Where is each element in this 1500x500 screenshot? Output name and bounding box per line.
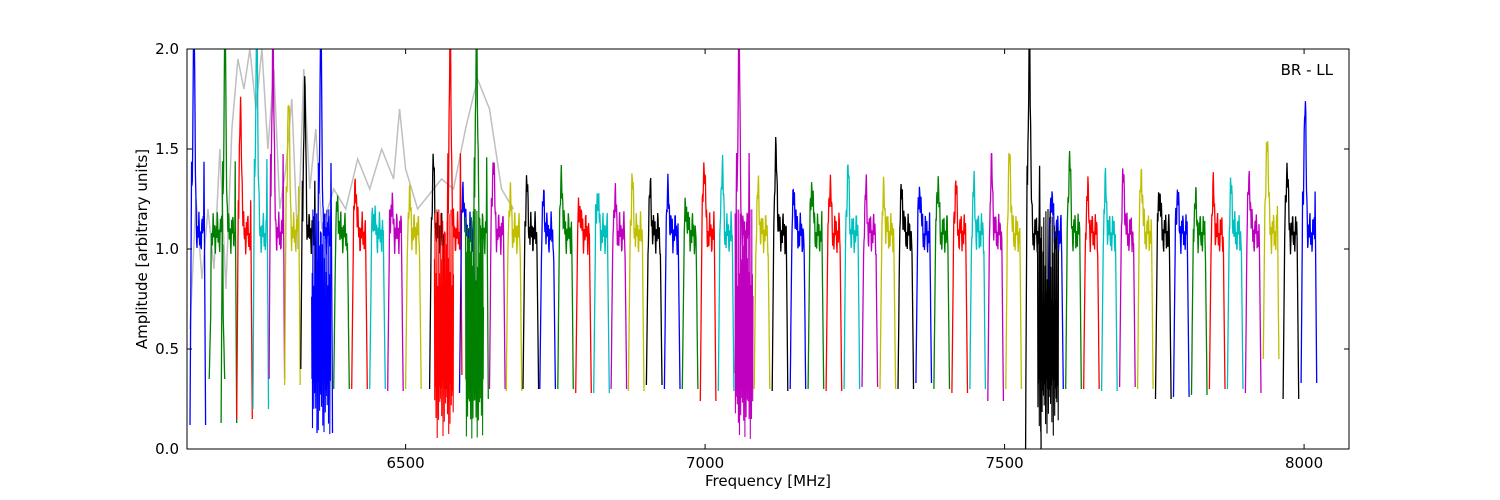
channel-series	[522, 175, 540, 390]
channel-series	[879, 176, 897, 390]
y-axis-label: Amplitude [arbitrary units]	[133, 149, 151, 349]
channel-series	[627, 173, 645, 392]
x-axis: 6500 7000 7500 8000	[387, 49, 1323, 472]
channel-series	[488, 162, 506, 390]
channel-series	[445, 49, 463, 376]
channel-series	[987, 152, 1005, 402]
channel-series	[861, 174, 879, 388]
rfi-burst-series	[433, 209, 455, 439]
channel-series	[1300, 101, 1318, 384]
channel-series	[699, 162, 717, 402]
x-axis-label: Frequency [MHz]	[705, 472, 831, 490]
channel-series	[268, 49, 286, 380]
rfi-burst-series	[311, 209, 332, 435]
x-tick-label: 8000	[1285, 454, 1323, 472]
x-tick-label: 7500	[985, 454, 1023, 472]
channel-series	[458, 181, 476, 394]
y-axis: 0.0 0.5 1.0 1.5 2.0	[155, 40, 1349, 458]
x-tick-label: 7000	[686, 454, 724, 472]
rfi-burst-series	[734, 209, 754, 439]
channel-series	[387, 192, 404, 392]
channel-series	[825, 174, 843, 392]
channel-series	[771, 136, 789, 392]
channel-series	[369, 205, 386, 390]
channel-series	[951, 180, 969, 394]
channel-series	[333, 195, 350, 390]
channel-series	[717, 154, 735, 392]
channel-series	[539, 189, 557, 390]
rfi-burst-series	[1036, 208, 1060, 436]
channel-series	[807, 182, 825, 390]
channel-series	[236, 96, 253, 420]
channel-series	[575, 197, 592, 394]
channel-series	[1244, 170, 1262, 394]
x-tick-label: 6500	[387, 454, 425, 472]
y-tick-label: 2.0	[155, 40, 179, 58]
channel-series	[1136, 168, 1154, 390]
channel-series	[189, 49, 207, 426]
channel-series	[593, 192, 610, 394]
channel-series	[557, 164, 574, 390]
channel-series	[897, 183, 915, 390]
plot-annotation: BR - LL	[1281, 61, 1334, 79]
channel-series	[1100, 167, 1118, 392]
channel-series	[283, 104, 301, 386]
series-layer	[189, 49, 1318, 449]
channel-series	[1065, 150, 1082, 390]
channel-series	[300, 76, 318, 370]
channel-series	[252, 49, 270, 410]
channel-series	[915, 186, 933, 384]
rfi-burst-series	[464, 208, 485, 439]
channel-series	[1118, 168, 1136, 388]
channel-series	[753, 175, 771, 390]
channel-series	[843, 164, 861, 390]
channel-series	[1083, 176, 1100, 390]
channel-series	[505, 182, 523, 392]
series-background	[189, 49, 515, 330]
channel-series	[610, 183, 628, 390]
y-tick-label: 0.0	[155, 440, 179, 458]
channel-series	[1226, 177, 1244, 390]
channel-series	[1154, 192, 1172, 400]
y-tick-label: 0.5	[155, 340, 179, 358]
y-tick-label: 1.5	[155, 140, 179, 158]
channel-series	[969, 170, 987, 390]
channel-series	[220, 49, 238, 424]
channel-series	[789, 188, 807, 390]
channel-series	[663, 173, 681, 390]
channel-series	[1208, 172, 1226, 390]
channel-series	[316, 49, 334, 434]
channel-series	[681, 197, 699, 390]
channel-series	[351, 178, 368, 390]
channel-series	[933, 176, 951, 390]
channel-series	[1190, 187, 1208, 396]
channel-series	[1262, 141, 1280, 360]
channel-series	[645, 178, 663, 386]
channel-series	[404, 184, 422, 390]
channel-series	[1005, 152, 1023, 390]
channel-series	[1282, 162, 1300, 400]
y-tick-label: 1.0	[155, 240, 179, 258]
channel-series	[1172, 189, 1190, 398]
